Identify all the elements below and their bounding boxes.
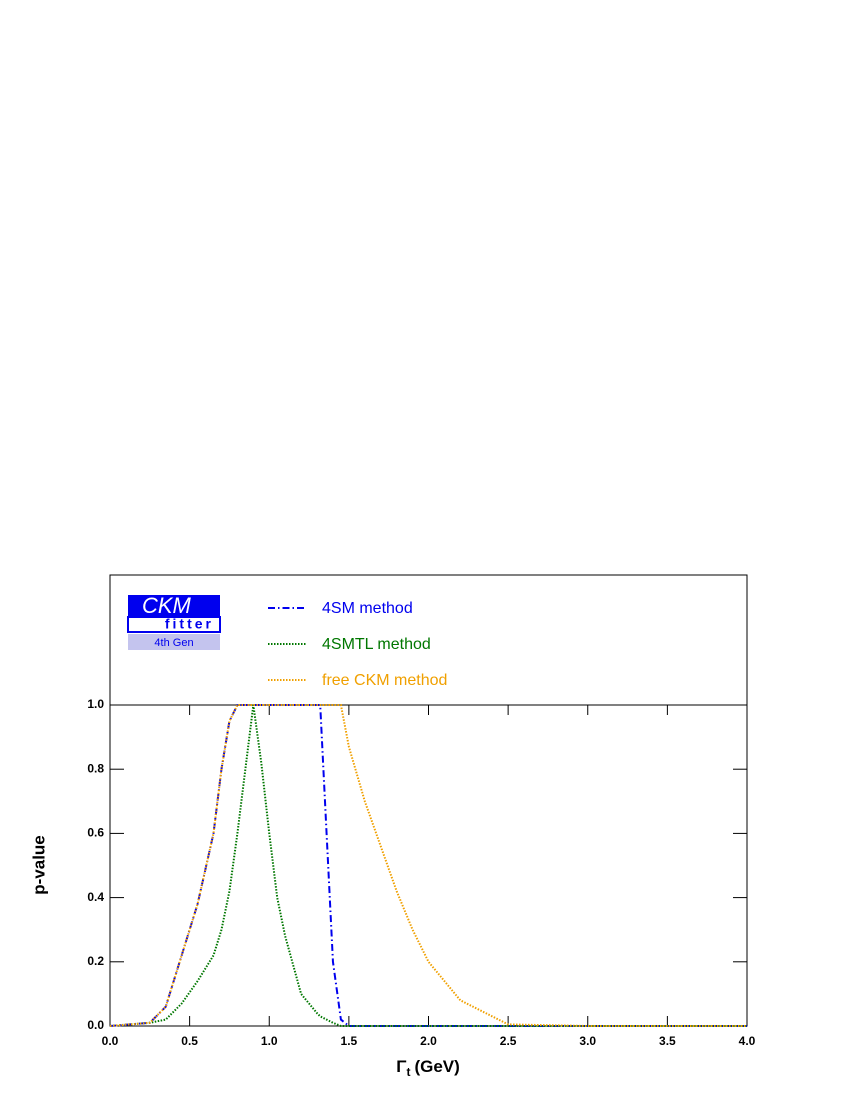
y-axis-label: p-value xyxy=(29,835,48,895)
x-tick-label: 3.0 xyxy=(579,1034,596,1048)
x-label-unit: (GeV) xyxy=(414,1057,459,1076)
series-line xyxy=(109,704,747,1027)
legend-label: 4SMTL method xyxy=(322,636,431,653)
x-tick-label: 2.0 xyxy=(420,1034,437,1048)
x-label-symbol: Γ xyxy=(396,1057,406,1076)
x-tick-label: 4.0 xyxy=(739,1034,756,1048)
logo-box xyxy=(127,616,221,633)
logo-subtitle: fitter xyxy=(165,616,214,632)
y-tick-label: 0.2 xyxy=(87,954,104,968)
logo-box xyxy=(128,595,220,617)
x-tick-label: 1.0 xyxy=(261,1034,278,1048)
logo-box xyxy=(128,634,220,650)
series-line xyxy=(109,704,747,1027)
y-tick-label: 0.6 xyxy=(87,826,104,840)
x-label-subscript: t xyxy=(406,1065,410,1079)
x-axis-label: Γt (GeV) xyxy=(396,1057,460,1079)
y-tick-label: 0.4 xyxy=(87,890,104,904)
legend-label: free CKM method xyxy=(322,672,447,689)
legend-label: 4SM method xyxy=(322,600,413,617)
x-tick-label: 3.5 xyxy=(659,1034,676,1048)
y-tick-label: 1.0 xyxy=(87,697,104,711)
y-tick-label: 0.0 xyxy=(87,1018,104,1032)
logo-tag: 4th Gen xyxy=(154,637,193,649)
y-tick-label: 0.8 xyxy=(87,761,104,775)
x-tick-label: 0.5 xyxy=(181,1034,198,1048)
logo-title: CKM xyxy=(142,593,192,618)
x-tick-label: 2.5 xyxy=(500,1034,517,1048)
x-tick-label: 0.0 xyxy=(102,1034,119,1048)
x-tick-label: 1.5 xyxy=(341,1034,358,1048)
